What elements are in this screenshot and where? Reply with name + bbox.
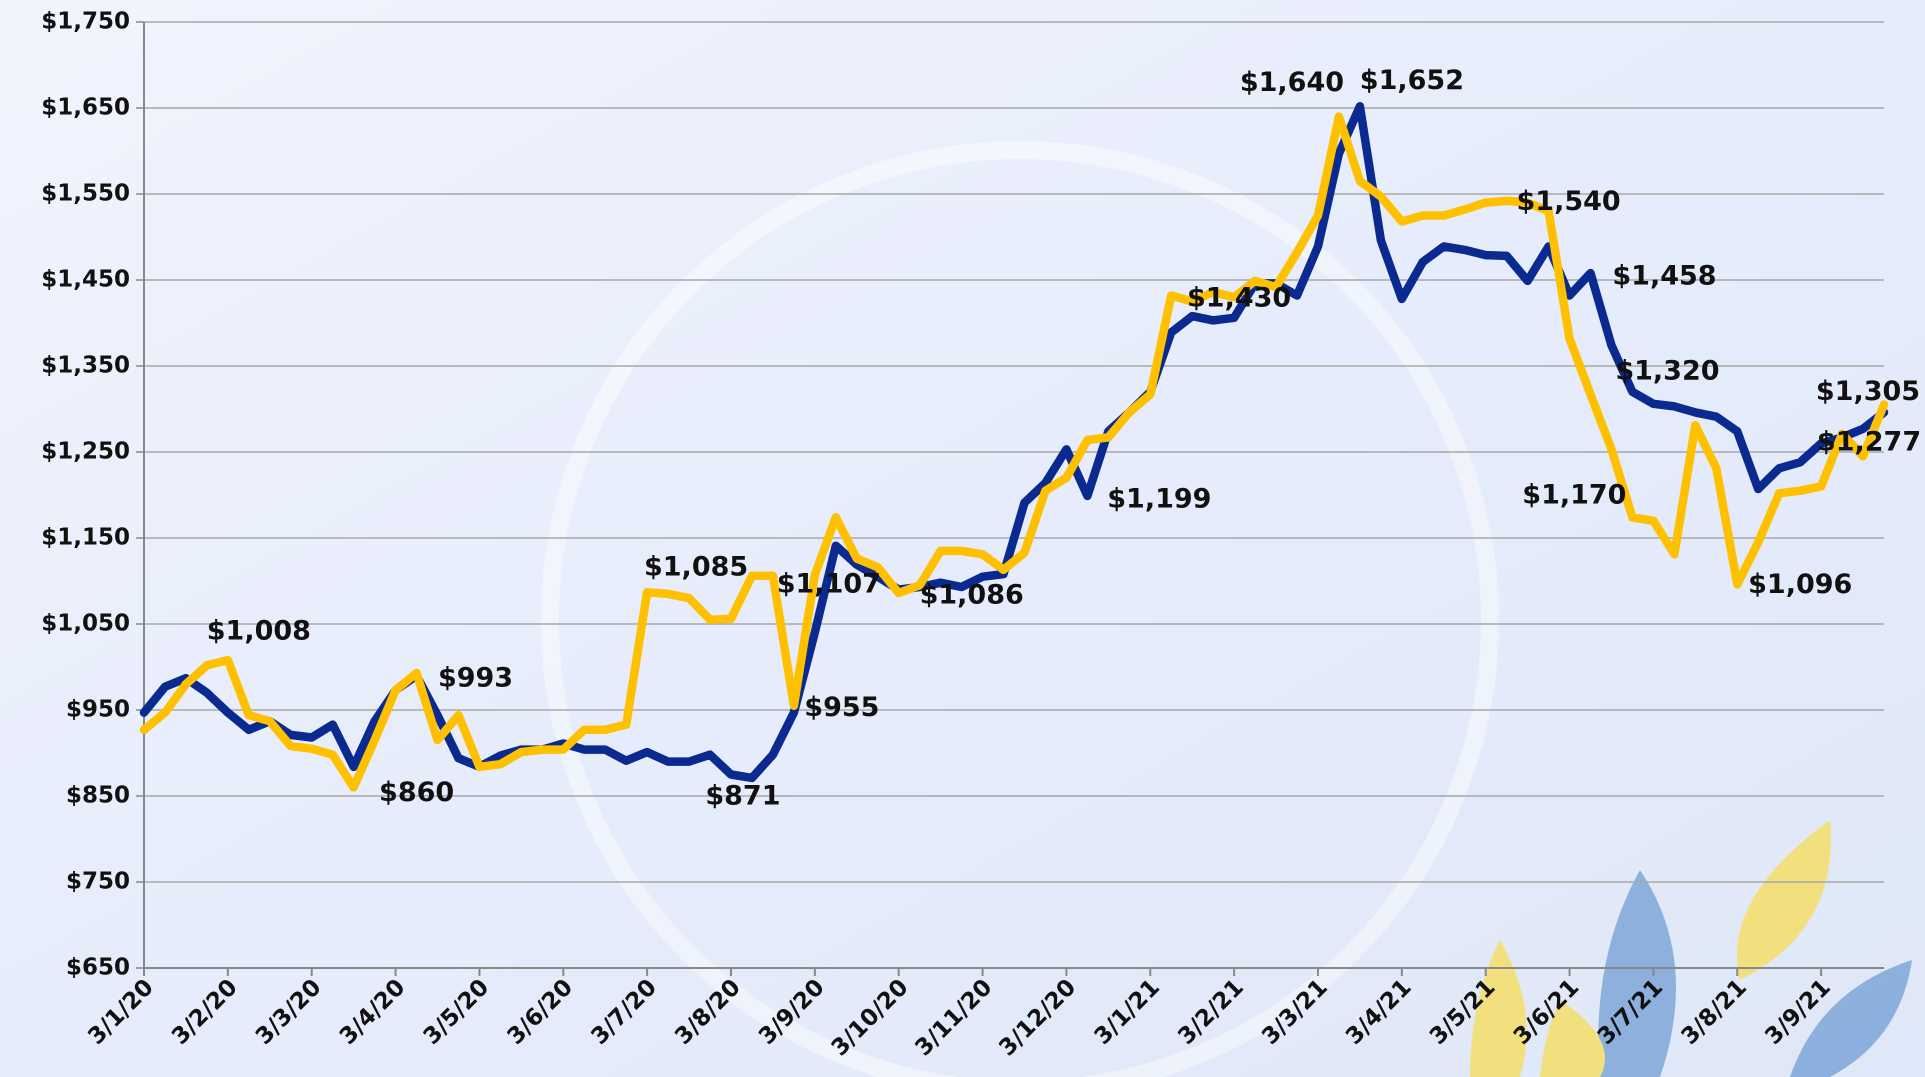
series-line — [139, 112, 1889, 792]
data-label: $1,652 — [1360, 65, 1464, 96]
y-tick-label: $1,750 — [41, 9, 130, 35]
data-label: $1,305 — [1816, 376, 1920, 407]
data-label: $1,458 — [1612, 261, 1716, 292]
data-label: $1,320 — [1615, 355, 1719, 386]
y-tick-label: $1,050 — [41, 611, 130, 637]
data-label: $871 — [705, 780, 780, 811]
data-label: $1,640 — [1240, 67, 1344, 98]
y-tick-label: $1,150 — [41, 525, 130, 551]
y-tick-label: $1,450 — [41, 267, 130, 293]
y-tick-label: $650 — [66, 955, 130, 981]
y-tick-label: $850 — [66, 783, 130, 809]
data-label: $1,430 — [1187, 283, 1291, 314]
data-label: $860 — [379, 777, 454, 808]
decoration — [541, 141, 1912, 1077]
data-label: $1,277 — [1817, 426, 1921, 457]
series-line — [139, 102, 1889, 783]
y-tick-label: $950 — [66, 697, 130, 723]
data-label: $993 — [438, 663, 513, 694]
data-label: $1,096 — [1748, 569, 1852, 600]
data-label: $1,540 — [1517, 186, 1621, 217]
data-label: $1,107 — [777, 568, 881, 599]
y-tick-label: $1,350 — [41, 353, 130, 379]
y-tick-label: $1,550 — [41, 181, 130, 207]
data-label: $1,085 — [644, 551, 748, 582]
y-tick-label: $1,650 — [41, 95, 130, 121]
data-label: $1,170 — [1522, 479, 1626, 510]
data-label: $955 — [804, 692, 879, 723]
y-tick-label: $750 — [66, 869, 130, 895]
data-label: $1,086 — [920, 580, 1024, 611]
y-tick-label: $1,250 — [41, 439, 130, 465]
data-label: $1,008 — [207, 616, 311, 647]
data-label: $1,199 — [1107, 483, 1211, 514]
